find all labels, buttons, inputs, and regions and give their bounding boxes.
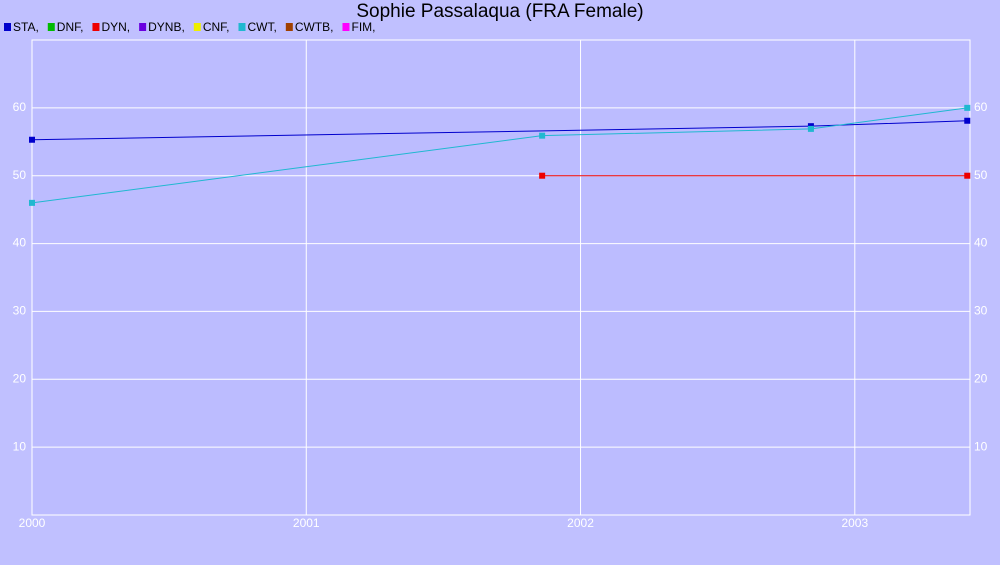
y2-tick-label: 50 [974, 168, 988, 182]
chart-title: Sophie Passalaqua (FRA Female) [356, 1, 643, 22]
legend-swatch [47, 23, 55, 31]
legend-swatch [193, 23, 201, 31]
point [964, 172, 971, 179]
y-tick-label: 10 [13, 439, 27, 453]
point [539, 132, 546, 139]
legend-swatch [4, 23, 11, 31]
point [29, 199, 35, 206]
y2-tick-label: 10 [974, 439, 988, 453]
point [539, 172, 546, 179]
y-tick-label: 40 [13, 236, 27, 250]
point [807, 125, 814, 132]
y2-tick-label: 60 [974, 100, 988, 114]
legend-label: DYN, [101, 20, 130, 34]
x-tick-label: 2001 [293, 516, 320, 530]
legend-label: CWT, [247, 20, 276, 34]
legend-swatch [285, 23, 293, 31]
y2-tick-label: 40 [974, 236, 988, 250]
legend-label: FIM, [351, 20, 375, 34]
legend-label: DNF, [57, 20, 84, 34]
legend-label: CNF, [203, 20, 230, 34]
x-tick-label: 2000 [19, 516, 46, 530]
series-line [31, 107, 968, 204]
legend-swatch [238, 23, 246, 31]
legend-label: CWTB, [295, 20, 334, 34]
point [964, 104, 971, 111]
legend-swatch [342, 23, 350, 31]
y2-tick-label: 30 [974, 304, 988, 318]
legend-swatch [92, 23, 100, 31]
legend-swatch [139, 23, 147, 31]
y-tick-label: 60 [13, 100, 27, 114]
y-tick-label: 50 [13, 168, 27, 182]
x-tick-label: 2002 [567, 516, 594, 530]
legend-label: DYNB, [148, 20, 185, 34]
y-tick-label: 30 [13, 304, 27, 318]
point [964, 117, 971, 124]
plot-area [31, 39, 971, 516]
point [29, 136, 35, 143]
legend-label: STA, [13, 20, 39, 34]
x-tick-label: 2003 [841, 516, 868, 530]
y-tick-label: 20 [13, 371, 27, 385]
y2-tick-label: 20 [974, 371, 988, 385]
